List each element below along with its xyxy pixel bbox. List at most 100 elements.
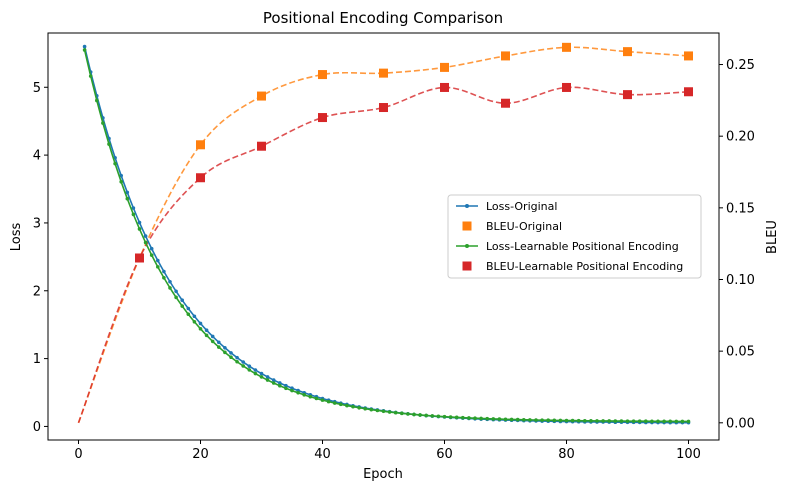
series-bleu-learnable-marker-3	[318, 113, 327, 123]
x-tick-label-4: 80	[558, 447, 575, 462]
series-loss-learnable-point-2	[95, 98, 99, 103]
series-loss-original-point-11	[149, 246, 154, 251]
series-loss-original-point-12	[156, 258, 160, 263]
series-loss-learnable-point-55	[418, 413, 422, 417]
series-loss-learnable-point-95	[662, 419, 666, 424]
series-loss-learnable-point-60	[448, 415, 453, 419]
series-loss-learnable-point-62	[461, 415, 465, 420]
series-loss-learnable-point-94	[656, 419, 660, 424]
y-right-tick-label-5: 0.25	[726, 58, 755, 73]
series-loss-original-point-8	[131, 206, 136, 210]
series-loss-learnable-point-66	[485, 416, 490, 421]
series-loss-learnable-point-83	[589, 419, 593, 423]
series-loss-learnable-point-49	[381, 409, 386, 414]
series-loss-original-point-29	[259, 371, 264, 376]
legend-label-0: Loss-Original	[486, 200, 557, 213]
series-loss-learnable-point-63	[467, 416, 471, 420]
series-bleu-original-marker-6	[501, 51, 510, 61]
series-loss-learnable-point-15	[174, 295, 178, 300]
series-bleu-original-marker-9	[684, 51, 693, 61]
y-right-tick-label-1: 0.05	[726, 345, 755, 360]
y-axis-label-right: BLEU	[765, 220, 780, 254]
y-right-tick-label-2: 0.10	[726, 273, 755, 288]
series-loss-original-point-14	[168, 279, 172, 284]
series-loss-learnable-point-98	[680, 419, 685, 424]
series-bleu-original-marker-1	[196, 140, 205, 150]
series-loss-original-point-26	[241, 360, 245, 364]
series-loss-original-point-6	[119, 173, 123, 178]
y-axis-label-left: Loss	[9, 223, 24, 252]
series-loss-learnable-point-71	[515, 417, 520, 422]
series-loss-learnable-point-65	[479, 416, 483, 421]
series-loss-original-point-18	[192, 314, 197, 319]
series-loss-learnable-point-3	[101, 121, 105, 125]
series-loss-learnable-point-41	[332, 401, 337, 405]
x-tick-label-3: 60	[436, 447, 453, 462]
series-loss-learnable-point-21	[210, 339, 215, 344]
series-loss-learnable-point-57	[430, 414, 435, 418]
series-loss-learnable-point-47	[369, 407, 374, 412]
series-loss-learnable-point-59	[442, 414, 447, 419]
series-loss-learnable-point-0	[82, 48, 87, 52]
series-loss-learnable-point-4	[107, 142, 111, 146]
series-loss-learnable-point-22	[217, 345, 221, 349]
y-left-tick-label-4: 4	[33, 149, 41, 164]
series-loss-learnable-point-1	[88, 74, 93, 78]
series-loss-learnable-point-5	[113, 161, 117, 166]
series-loss-learnable-point-53	[406, 412, 410, 416]
series-loss-original-point-17	[186, 306, 191, 311]
series-loss-learnable-point-81	[576, 418, 581, 423]
series-loss-learnable-point-6	[119, 180, 123, 184]
series-loss-learnable-point-38	[314, 396, 319, 401]
series-loss-learnable-point-69	[503, 417, 508, 422]
series-loss-original-point-27	[247, 364, 252, 368]
y-left-tick-label-0: 0	[33, 420, 41, 435]
series-loss-learnable-point-86	[607, 419, 611, 423]
legend-label-2: Loss-Learnable Positional Encoding	[486, 240, 679, 253]
series-loss-learnable-point-42	[339, 402, 343, 407]
series-loss-learnable-point-16	[180, 304, 184, 308]
series-loss-learnable-point-32	[278, 383, 282, 388]
x-tick-label-1: 20	[192, 447, 209, 462]
y-left-tick-label-3: 3	[33, 216, 41, 231]
series-bleu-learnable-marker-2	[257, 141, 266, 151]
series-loss-learnable-point-43	[345, 403, 349, 408]
series-loss-learnable-point-99	[686, 419, 691, 424]
series-loss-learnable-point-85	[601, 419, 605, 423]
series-loss-original-point-24	[229, 351, 233, 355]
series-loss-learnable-point-50	[387, 410, 392, 414]
series-loss-original-point-32	[278, 381, 282, 385]
series-loss-learnable-point-78	[558, 418, 563, 423]
series-loss-learnable-point-45	[357, 405, 361, 410]
x-tick-label-2: 40	[314, 447, 331, 462]
series-bleu-learnable-marker-9	[684, 87, 693, 97]
series-loss-learnable-point-92	[644, 419, 648, 424]
series-loss-learnable-point-33	[284, 386, 288, 391]
series-loss-original-point-0	[82, 44, 87, 49]
series-loss-learnable-point-27	[247, 368, 252, 372]
series-loss-learnable-point-34	[290, 388, 294, 393]
series-loss-learnable-point-61	[454, 415, 459, 420]
series-loss-learnable-point-29	[259, 375, 264, 379]
series-loss-learnable-point-79	[564, 418, 569, 423]
series-loss-learnable-point-26	[241, 364, 245, 368]
series-loss-learnable-point-70	[509, 417, 514, 422]
series-loss-learnable-point-46	[363, 406, 368, 411]
series-loss-learnable-point-14	[168, 286, 172, 290]
series-bleu-learnable-marker-8	[623, 90, 632, 100]
series-loss-learnable-point-39	[320, 398, 325, 402]
series-loss-learnable-point-90	[631, 419, 636, 423]
series-loss-learnable-point-10	[143, 240, 148, 245]
series-bleu-original-marker-7	[562, 42, 571, 52]
series-loss-learnable-point-96	[668, 419, 672, 424]
series-loss-original-point-10	[143, 234, 148, 238]
series-bleu-original-marker-5	[440, 62, 449, 72]
legend: Loss-Original BLEU-Original Loss-Learnable…	[447, 194, 702, 279]
series-loss-learnable-point-58	[436, 414, 441, 419]
legend-swatch-dot-2	[465, 244, 469, 248]
legend-swatch-3	[462, 261, 472, 271]
series-loss-original-point-25	[235, 355, 239, 360]
series-loss-original-point-33	[284, 383, 288, 388]
series-loss-learnable-point-54	[412, 412, 416, 417]
